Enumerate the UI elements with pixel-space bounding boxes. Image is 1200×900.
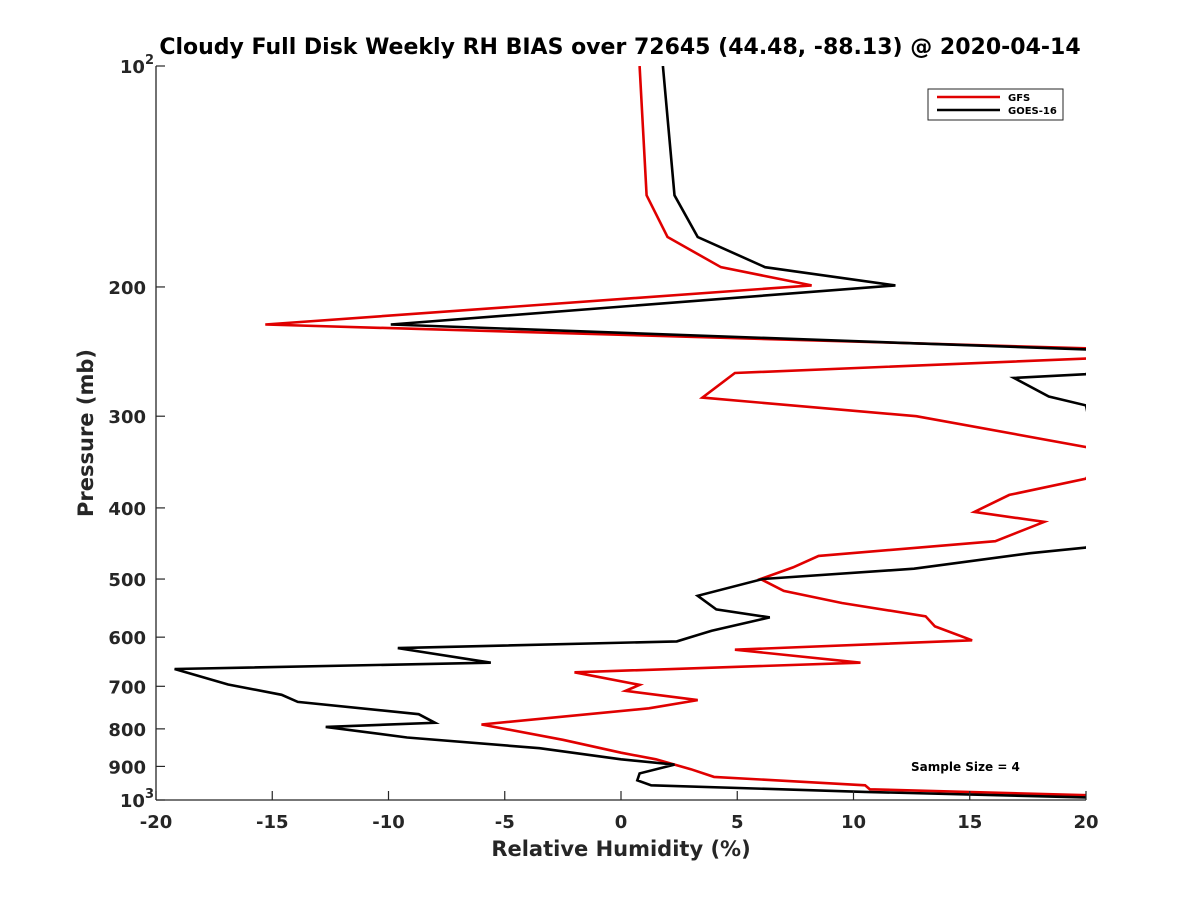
series-line-gfs [265, 66, 1086, 797]
y-tick-label: 103 [120, 787, 154, 812]
x-tick-label: -5 [495, 812, 515, 833]
y-axis-label: Pressure (mb) [74, 349, 98, 517]
y-tick-label: 200 [108, 278, 146, 299]
x-axis-label: Relative Humidity (%) [491, 837, 750, 861]
y-tick-label: 700 [108, 677, 146, 698]
x-tick-label: 0 [615, 812, 628, 833]
legend-label-gfs: GFS [1008, 93, 1030, 104]
sample-size-annotation: Sample Size = 4 [911, 760, 1020, 774]
chart-title: Cloudy Full Disk Weekly RH BIAS over 726… [159, 35, 1080, 60]
y-tick-label: 900 [108, 757, 146, 778]
y-ticks: 102 200 300 400 500 600 700 800 900 103 [108, 53, 165, 812]
x-tick-label: 20 [1073, 812, 1098, 833]
series-line-goes16 [174, 66, 1086, 799]
y-tick-label: 102 [120, 53, 154, 78]
y-tick-label: 600 [108, 628, 146, 649]
y-tick-label: 400 [108, 499, 146, 520]
legend-box [927, 88, 1064, 121]
x-tick-label: 15 [957, 812, 982, 833]
x-tick-label: 10 [841, 812, 866, 833]
plot-lines [174, 66, 1086, 799]
x-ticks: -20 -15 -10 -5 0 5 10 15 20 [140, 791, 1099, 833]
y-tick-label: 300 [108, 407, 146, 428]
x-tick-label: -20 [140, 812, 173, 833]
y-tick-label: 500 [108, 570, 146, 591]
legend-label-goes16: GOES-16 [1008, 106, 1057, 117]
x-tick-label: 5 [731, 812, 744, 833]
y-tick-label: 800 [108, 720, 146, 741]
x-tick-label: -10 [372, 812, 405, 833]
x-tick-label: -15 [256, 812, 289, 833]
legend: GFS GOES-16 [927, 88, 1064, 121]
